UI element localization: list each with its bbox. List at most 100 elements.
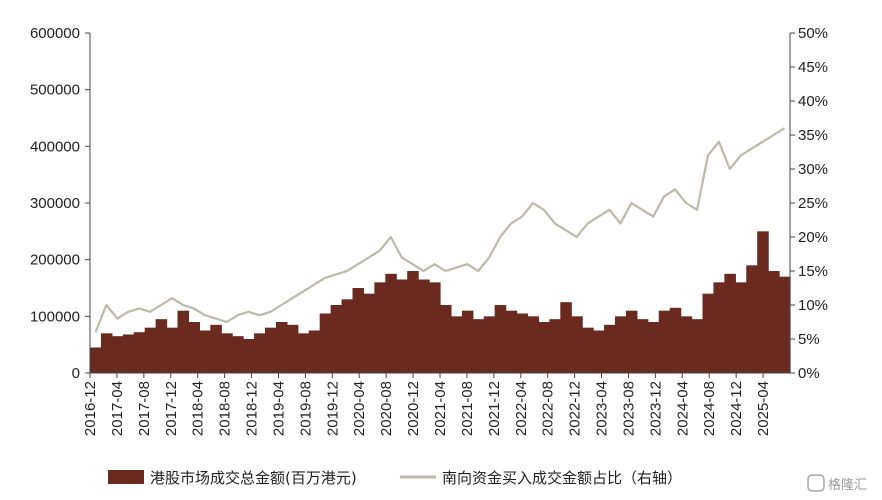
x-tick-label-19: 2023-04 <box>594 381 611 436</box>
x-tick-label-7: 2019-04 <box>270 381 287 436</box>
legend-line-label: 南向资金买入成交金额占比（右轴） <box>442 469 682 487</box>
bar-6 <box>155 319 168 373</box>
bar-35 <box>472 319 485 373</box>
bar-38 <box>505 310 518 373</box>
right-tick-label-2: 10% <box>798 297 828 314</box>
bar-55 <box>691 319 704 373</box>
bar-16 <box>265 327 277 373</box>
bar-28 <box>396 279 408 373</box>
bar-56 <box>702 293 715 373</box>
bar-48 <box>615 316 627 373</box>
right-tick-label-4: 20% <box>798 229 828 246</box>
x-tick-label-17: 2022-08 <box>540 381 557 436</box>
bar-61 <box>757 231 769 373</box>
bar-9 <box>188 322 200 373</box>
x-tick-label-11: 2020-08 <box>378 381 395 436</box>
axes: 0 100000 200000 300000 400000 500000 600000 0% 5… <box>30 25 828 436</box>
legend-bar-swatch <box>108 470 144 484</box>
bar-29 <box>407 271 419 373</box>
bar-40 <box>527 316 540 373</box>
x-tick-label-16: 2022-04 <box>513 381 530 436</box>
left-tick-label-1: 100000 <box>30 308 80 325</box>
right-tick-label-10: 50% <box>798 25 828 42</box>
x-tick-label-24: 2024-12 <box>728 381 745 436</box>
x-tick-label-13: 2021-04 <box>432 381 449 436</box>
bar-2 <box>111 336 124 373</box>
bar-34 <box>461 310 474 373</box>
right-tick-label-8: 40% <box>798 93 828 110</box>
bar-59 <box>735 282 747 373</box>
x-tick-label-20: 2023-08 <box>620 381 637 436</box>
bar-13 <box>232 336 244 373</box>
left-tick-label-5: 500000 <box>30 82 80 99</box>
x-tick-label-18: 2022-12 <box>567 381 584 436</box>
x-tick-label-23: 2024-08 <box>701 381 718 436</box>
right-tick-label-5: 25% <box>798 195 828 212</box>
bar-7 <box>166 327 179 373</box>
bar-10 <box>199 330 211 373</box>
left-tick-label-0: 0 <box>72 365 80 382</box>
left-tick-label-2: 200000 <box>30 252 80 269</box>
bar-14 <box>243 339 255 373</box>
right-tick-label-3: 15% <box>798 263 828 280</box>
watermark-logo-icon <box>807 474 825 492</box>
left-tick-label-6: 600000 <box>30 25 80 42</box>
bar-0 <box>90 347 102 373</box>
x-tick-label-21: 2023-12 <box>647 381 664 436</box>
watermark: 格隆汇 <box>807 474 867 493</box>
left-tick-label-4: 400000 <box>30 138 80 155</box>
x-tick-label-15: 2021-12 <box>486 381 503 436</box>
bar-58 <box>724 273 736 373</box>
x-tick-label-9: 2019-12 <box>324 381 341 436</box>
bar-51 <box>647 322 660 373</box>
bar-52 <box>658 310 671 373</box>
x-tick-label-14: 2021-08 <box>459 381 476 436</box>
bar-39 <box>516 313 529 373</box>
bar-12 <box>221 333 233 373</box>
bar-45 <box>582 327 594 373</box>
x-tick-label-4: 2018-04 <box>190 381 207 436</box>
bar-60 <box>746 265 758 373</box>
x-tick-label-8: 2019-08 <box>297 381 314 436</box>
bar-31 <box>429 282 441 373</box>
bar-25 <box>363 293 375 373</box>
bar-63 <box>779 276 791 373</box>
bar-43 <box>560 302 572 373</box>
bar-27 <box>385 273 397 373</box>
bar-54 <box>680 316 693 373</box>
bar-50 <box>636 319 649 373</box>
right-tick-label-6: 30% <box>798 161 828 178</box>
right-tick-label-0: 0% <box>798 365 820 382</box>
right-tick-label-1: 5% <box>798 331 820 348</box>
x-tick-label-12: 2020-12 <box>405 381 422 436</box>
x-tick-label-10: 2020-04 <box>351 381 368 436</box>
x-tick-label-0: 2016-12 <box>82 381 99 436</box>
x-tick-label-6: 2018-12 <box>244 381 261 436</box>
plot-area <box>90 127 791 373</box>
right-tick-label-7: 35% <box>798 127 828 144</box>
bar-4 <box>133 332 146 373</box>
bar-33 <box>450 316 463 373</box>
x-tick-label-22: 2024-04 <box>674 381 691 436</box>
x-tick-label-1: 2017-04 <box>109 381 126 436</box>
bar-53 <box>669 307 682 373</box>
right-tick-label-9: 45% <box>798 59 828 76</box>
bar-46 <box>593 330 605 373</box>
bar-8 <box>177 310 190 373</box>
bar-24 <box>352 288 365 373</box>
bar-20 <box>308 330 321 373</box>
bar-42 <box>549 319 561 373</box>
bar-22 <box>330 305 343 373</box>
bar-57 <box>713 282 725 373</box>
x-tick-label-2: 2017-08 <box>136 381 153 436</box>
bar-15 <box>254 333 266 373</box>
bar-5 <box>144 327 157 373</box>
watermark-text: 格隆汇 <box>828 477 867 493</box>
bar-3 <box>122 334 135 373</box>
legend-bar-label: 港股市场成交总金额(百万港元) <box>150 469 357 487</box>
left-tick-label-3: 300000 <box>30 195 80 212</box>
bar-23 <box>341 299 354 373</box>
bar-11 <box>210 324 222 373</box>
bar-36 <box>483 316 496 373</box>
